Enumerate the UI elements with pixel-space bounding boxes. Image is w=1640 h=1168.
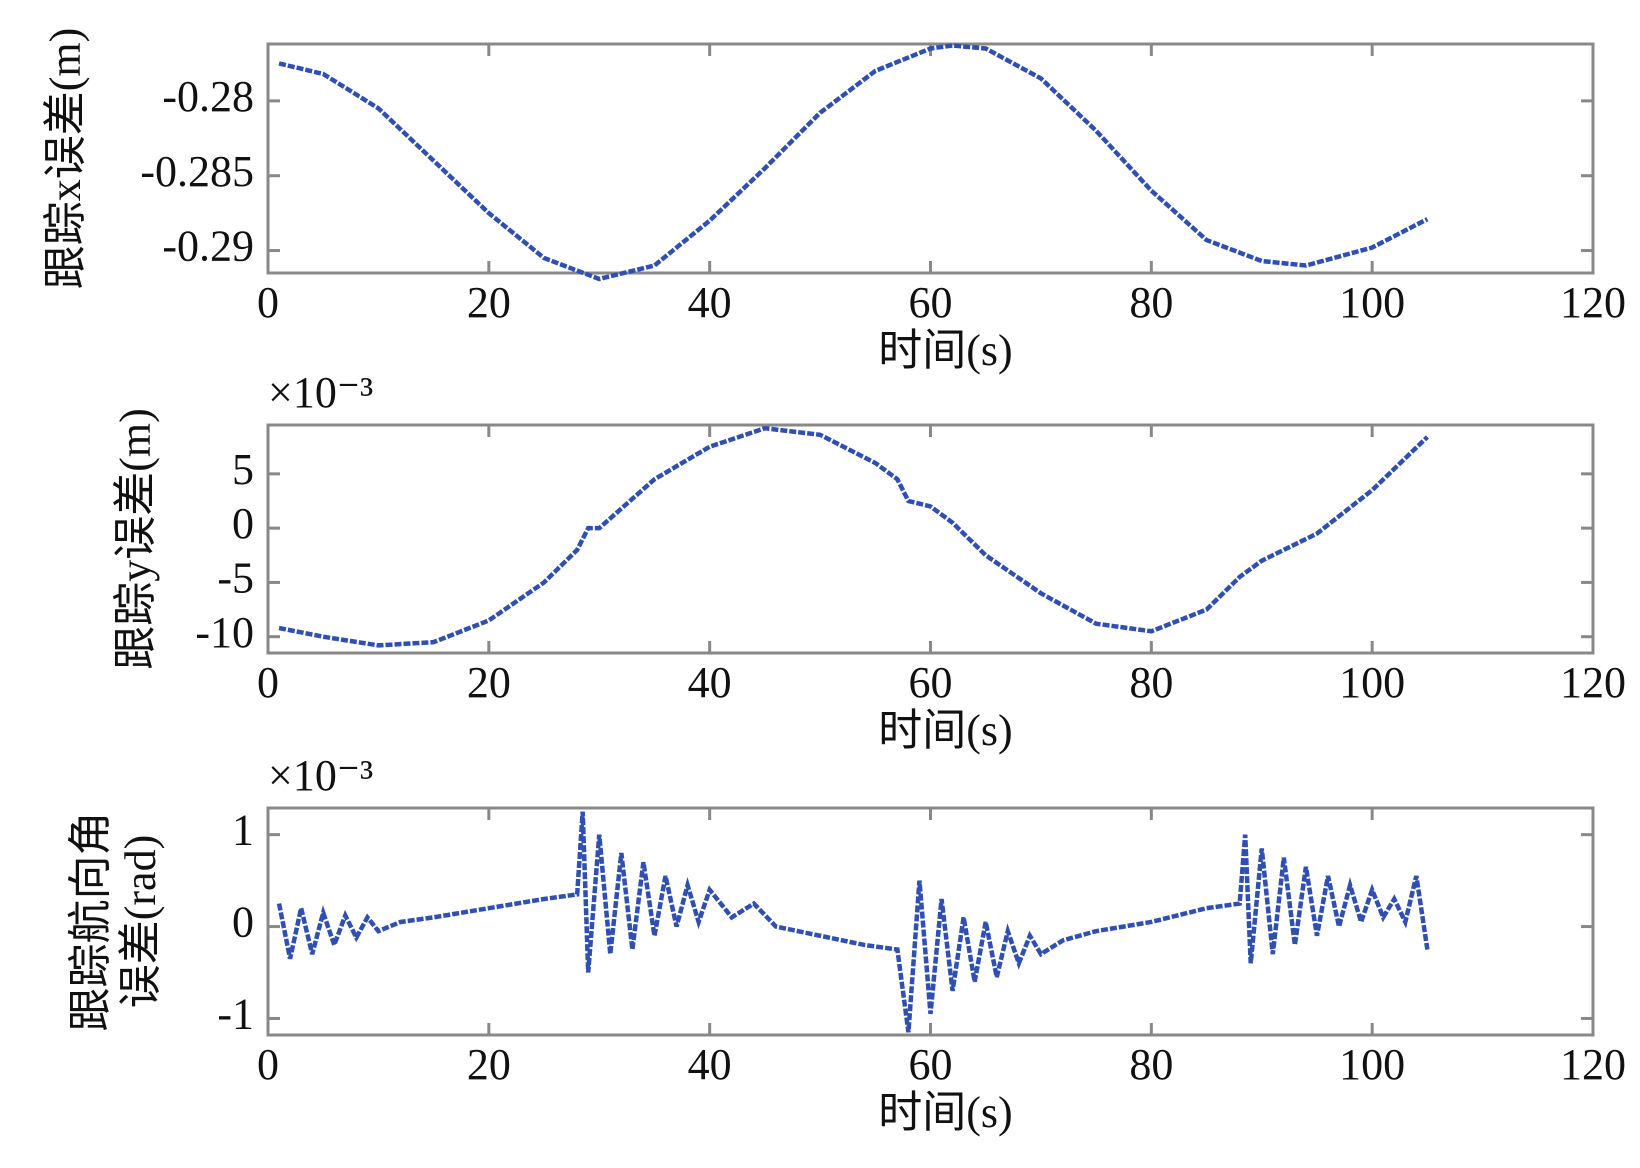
y-tick-label: 0 xyxy=(232,499,254,548)
y-tick-label: -0.29 xyxy=(162,222,254,271)
y-tick-label: 0 xyxy=(232,898,254,947)
x-tick-label: 20 xyxy=(467,278,511,327)
x-axis-label: 时间(s) xyxy=(878,1088,1012,1137)
x-tick-label: 20 xyxy=(467,1040,511,1089)
x-tick-label: 0 xyxy=(257,658,279,707)
x-tick-label: 40 xyxy=(688,1040,732,1089)
plot-frame xyxy=(266,423,1595,655)
x-tick-label: 40 xyxy=(688,278,732,327)
y-tick-label: -1 xyxy=(217,990,254,1039)
data-line xyxy=(278,43,1429,282)
x-tick-label: 20 xyxy=(467,658,511,707)
x-tick-label: 80 xyxy=(1129,658,1173,707)
y-axis-label: 跟踪x误差(m) xyxy=(41,28,90,290)
x-tick-label: 100 xyxy=(1339,1040,1405,1089)
x-axis-label: 时间(s) xyxy=(878,706,1012,755)
x-tick-label: 60 xyxy=(909,278,953,327)
x-tick-label: 0 xyxy=(257,278,279,327)
y-axis-label: 跟踪y误差(m) xyxy=(111,408,160,670)
y-tick-label: -0.285 xyxy=(140,147,254,196)
x-tick-label: 100 xyxy=(1339,278,1405,327)
x-tick-label: 80 xyxy=(1129,1040,1173,1089)
x-tick-label: 80 xyxy=(1129,278,1173,327)
y-tick-label: -0.28 xyxy=(162,72,254,121)
x-axis-label: 时间(s) xyxy=(878,326,1012,375)
x-tick-label: 0 xyxy=(257,1040,279,1089)
x-tick-label: 120 xyxy=(1560,1040,1626,1089)
axis-multiplier: ×10⁻³ xyxy=(268,368,373,417)
x-tick-label: 100 xyxy=(1339,658,1405,707)
x-tick-label: 60 xyxy=(909,1040,953,1089)
axis-multiplier: ×10⁻³ xyxy=(268,751,373,800)
data-line xyxy=(276,811,1430,1033)
x-tick-label: 40 xyxy=(688,658,732,707)
x-tick-label: 120 xyxy=(1560,658,1626,707)
x-tick-label: 60 xyxy=(909,658,953,707)
y-tick-label: 5 xyxy=(232,445,254,494)
y-axis-label: 跟踪航向角 xyxy=(66,812,115,1032)
y-tick-label: -5 xyxy=(217,554,254,603)
y-tick-label: -10 xyxy=(195,608,254,657)
plot-frame xyxy=(266,806,1595,1037)
y-axis-label: 误差(rad) xyxy=(116,835,165,1009)
data-line xyxy=(278,425,1429,648)
x-tick-label: 120 xyxy=(1560,278,1626,327)
y-tick-label: 1 xyxy=(232,806,254,855)
plot-frame xyxy=(266,42,1595,275)
